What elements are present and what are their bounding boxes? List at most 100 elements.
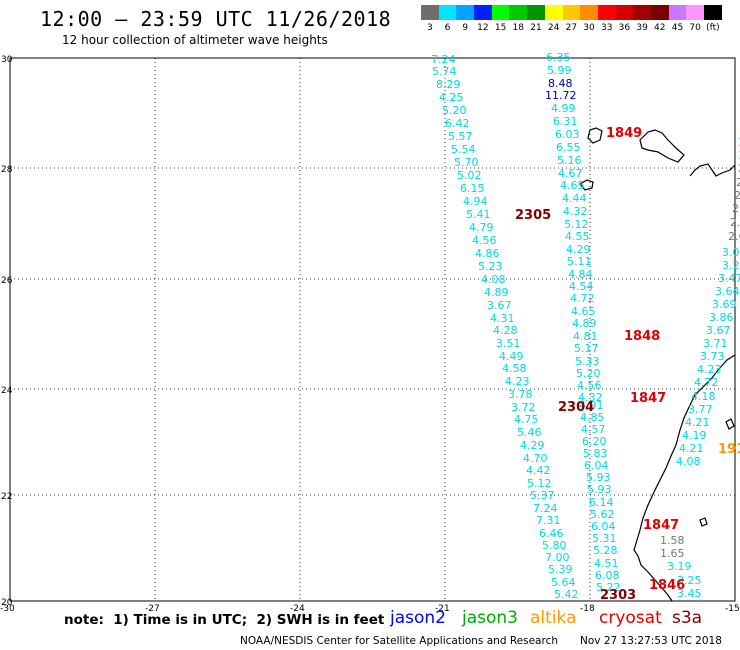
small-island-outline	[725, 418, 735, 430]
wave-height-value: 3.67	[487, 299, 512, 312]
pass-time-label: 2305	[515, 208, 551, 223]
wave-height-value: 3.45	[677, 587, 702, 600]
color-swatch	[509, 5, 528, 20]
la-palma-island-outline	[587, 127, 603, 144]
color-swatch	[527, 5, 545, 20]
wave-height-value: 4.81	[573, 330, 598, 343]
color-scale-label: 70	[689, 23, 701, 33]
wave-height-value: 2.11	[732, 202, 740, 215]
color-swatch	[615, 5, 634, 20]
wave-height-value: 11.72	[545, 89, 577, 102]
wave-height-value: 6.14	[589, 496, 614, 509]
map-frame	[9, 57, 736, 602]
color-scale-label: 30	[583, 23, 595, 33]
color-swatch	[650, 5, 669, 20]
wave-height-value: 5.02	[457, 169, 482, 182]
legend-jason3: jason3	[462, 608, 518, 628]
canary-island-outline	[689, 163, 736, 177]
wave-height-value: 6.42	[445, 117, 470, 130]
credit-line: NOAA/NESDIS Center for Satellite Applica…	[240, 635, 558, 647]
wave-height-value: 7.24	[431, 53, 456, 66]
wave-height-value: 2.2	[736, 176, 740, 189]
wave-height-value: 4.23	[697, 363, 722, 376]
wave-height-value: 5.70	[454, 156, 479, 169]
wave-height-value: 1.58	[660, 534, 685, 547]
wave-height-value: 6.08	[595, 569, 620, 582]
wave-height-value: 4.28	[493, 324, 518, 337]
wave-height-value: 5.46	[517, 426, 542, 439]
chart-subtitle: 12 hour collection of altimeter wave hei…	[62, 33, 328, 47]
wave-height-value: 6.55	[556, 141, 581, 154]
wave-height-value: 5.64	[551, 576, 576, 589]
wave-height-value: 4.70	[523, 452, 548, 465]
wave-height-value: 5.39	[548, 563, 573, 576]
wave-height-value: 4.94	[463, 195, 488, 208]
color-swatch	[668, 5, 687, 20]
chart-title: 12:00 – 23:59 UTC 11/26/2018	[40, 7, 392, 31]
longitude-tick-label: -27	[145, 604, 160, 614]
color-swatch	[456, 5, 475, 20]
wave-height-value: 3	[738, 136, 740, 149]
wave-height-value: 4.84	[568, 268, 593, 281]
wave-height-value: 2.6	[738, 162, 740, 175]
wave-height-value: 4.21	[685, 416, 710, 429]
pass-time-label: 1846	[649, 578, 685, 593]
wave-height-value: 4.55	[565, 230, 590, 243]
tenerife-island-outline	[639, 129, 685, 163]
color-swatch	[491, 5, 510, 20]
wave-height-value: 4.75	[514, 413, 539, 426]
color-swatch	[580, 5, 598, 20]
color-scale-label: 3	[426, 23, 433, 33]
color-swatch	[562, 5, 581, 20]
wave-height-value: 4.89	[572, 317, 597, 330]
wave-height-value: 4.56	[577, 379, 602, 392]
wave-height-value: 4.72	[570, 292, 595, 305]
wave-height-value: 6.31	[553, 115, 578, 128]
wave-height-value: 4.89	[484, 286, 509, 299]
latitude-tick-label: 30	[1, 55, 13, 65]
footnote: note: 1) Time is in UTC; 2) SWH is in fe…	[64, 612, 385, 628]
wave-height-value: 4.08	[676, 455, 701, 468]
color-swatch	[474, 5, 492, 20]
color-scale-label: 18	[512, 23, 524, 33]
color-scale-label: 42	[654, 23, 666, 33]
wave-height-value: 3.72	[511, 401, 536, 414]
latitude-tick-label: 20	[1, 598, 13, 608]
color-scale-label: 12	[477, 23, 489, 33]
wave-height-value: 4.42	[526, 464, 551, 477]
legend-altika: altika	[530, 608, 577, 628]
wave-height-value: 4.72	[694, 376, 719, 389]
wave-height-value: 5.42	[554, 588, 579, 601]
wave-height-value: 6.03	[555, 128, 580, 141]
wave-height-value: 4.32	[578, 391, 603, 404]
wave-height-value: 6.04	[591, 520, 616, 533]
wave-height-value: 6.46	[539, 527, 564, 540]
color-swatch	[544, 5, 563, 20]
african-coastline	[633, 354, 736, 602]
legend-cryosat: cryosat	[599, 608, 662, 628]
longitude-tick-label: -24	[290, 604, 305, 614]
wave-height-value: 4.29	[566, 243, 591, 256]
pass-time-label: 1848	[624, 329, 660, 344]
wave-height-value: 2.57	[730, 216, 740, 229]
wave-height-value: 4.44	[562, 192, 587, 205]
wave-height-value: 4.29	[520, 439, 545, 452]
color-swatch	[633, 5, 651, 20]
wave-height-value: 5.99	[547, 64, 572, 77]
color-scale-label: 9	[462, 23, 469, 33]
wave-height-value: 4.85	[580, 411, 605, 424]
wave-height-value: 2.68	[728, 230, 740, 243]
wave-height-value: 3.25	[677, 574, 702, 587]
wave-height-value: 4.51	[594, 557, 619, 570]
color-scale-label: 21	[530, 23, 542, 33]
wave-height-value: 5.31	[592, 532, 617, 545]
wave-height-value: 3.64	[715, 285, 740, 298]
latitude-tick-label: 24	[1, 386, 13, 396]
wave-height-value: 4.31	[490, 312, 515, 325]
wave-height-value: 6.20	[582, 435, 607, 448]
wave-height-value: 8.29	[436, 78, 461, 91]
wave-height-value: 4.25	[439, 91, 464, 104]
legend-jason2: jason2	[390, 608, 446, 628]
color-swatch	[597, 5, 616, 20]
